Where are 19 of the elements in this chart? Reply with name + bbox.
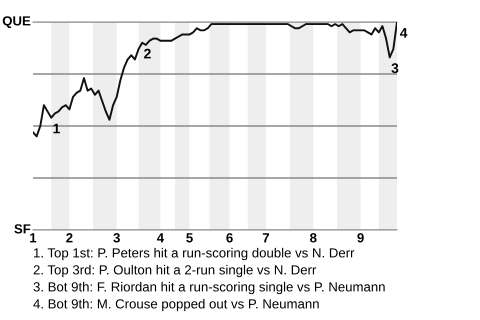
text: 3. Bot 9th: F. Riordan hit a run-scoring single vs P. Neumann: [34, 282, 385, 294]
text: 2. Top 3rd: P. Oulton hit a 2-run single vs N. Derr: [34, 264, 316, 278]
x-tick-label: 6: [226, 233, 233, 242]
text: 4: [400, 28, 408, 38]
annotation: 2: [144, 48, 151, 58]
text: QUE: [2, 16, 30, 28]
x-tick-label: 5: [186, 233, 193, 242]
x-tick-label: 7: [262, 233, 270, 242]
text: 4. Bot 9th: M. Crouse popped out vs P. Neumann: [33, 298, 319, 312]
x-tick-label: 4: [156, 233, 164, 242]
annotation: 3: [391, 63, 398, 74]
x-tick-label: 1: [30, 233, 36, 242]
x-tick-label: 9: [357, 233, 364, 242]
annotation: 1: [53, 124, 60, 134]
x-tick-label: 8: [310, 233, 317, 242]
x-tick-label: 2: [66, 233, 73, 242]
text: 1. Top 1st: P. Peters hit a run-scoring double vs N. Derr: [34, 248, 354, 260]
x-tick-label: 3: [113, 233, 120, 242]
text: SF: [14, 224, 30, 234]
